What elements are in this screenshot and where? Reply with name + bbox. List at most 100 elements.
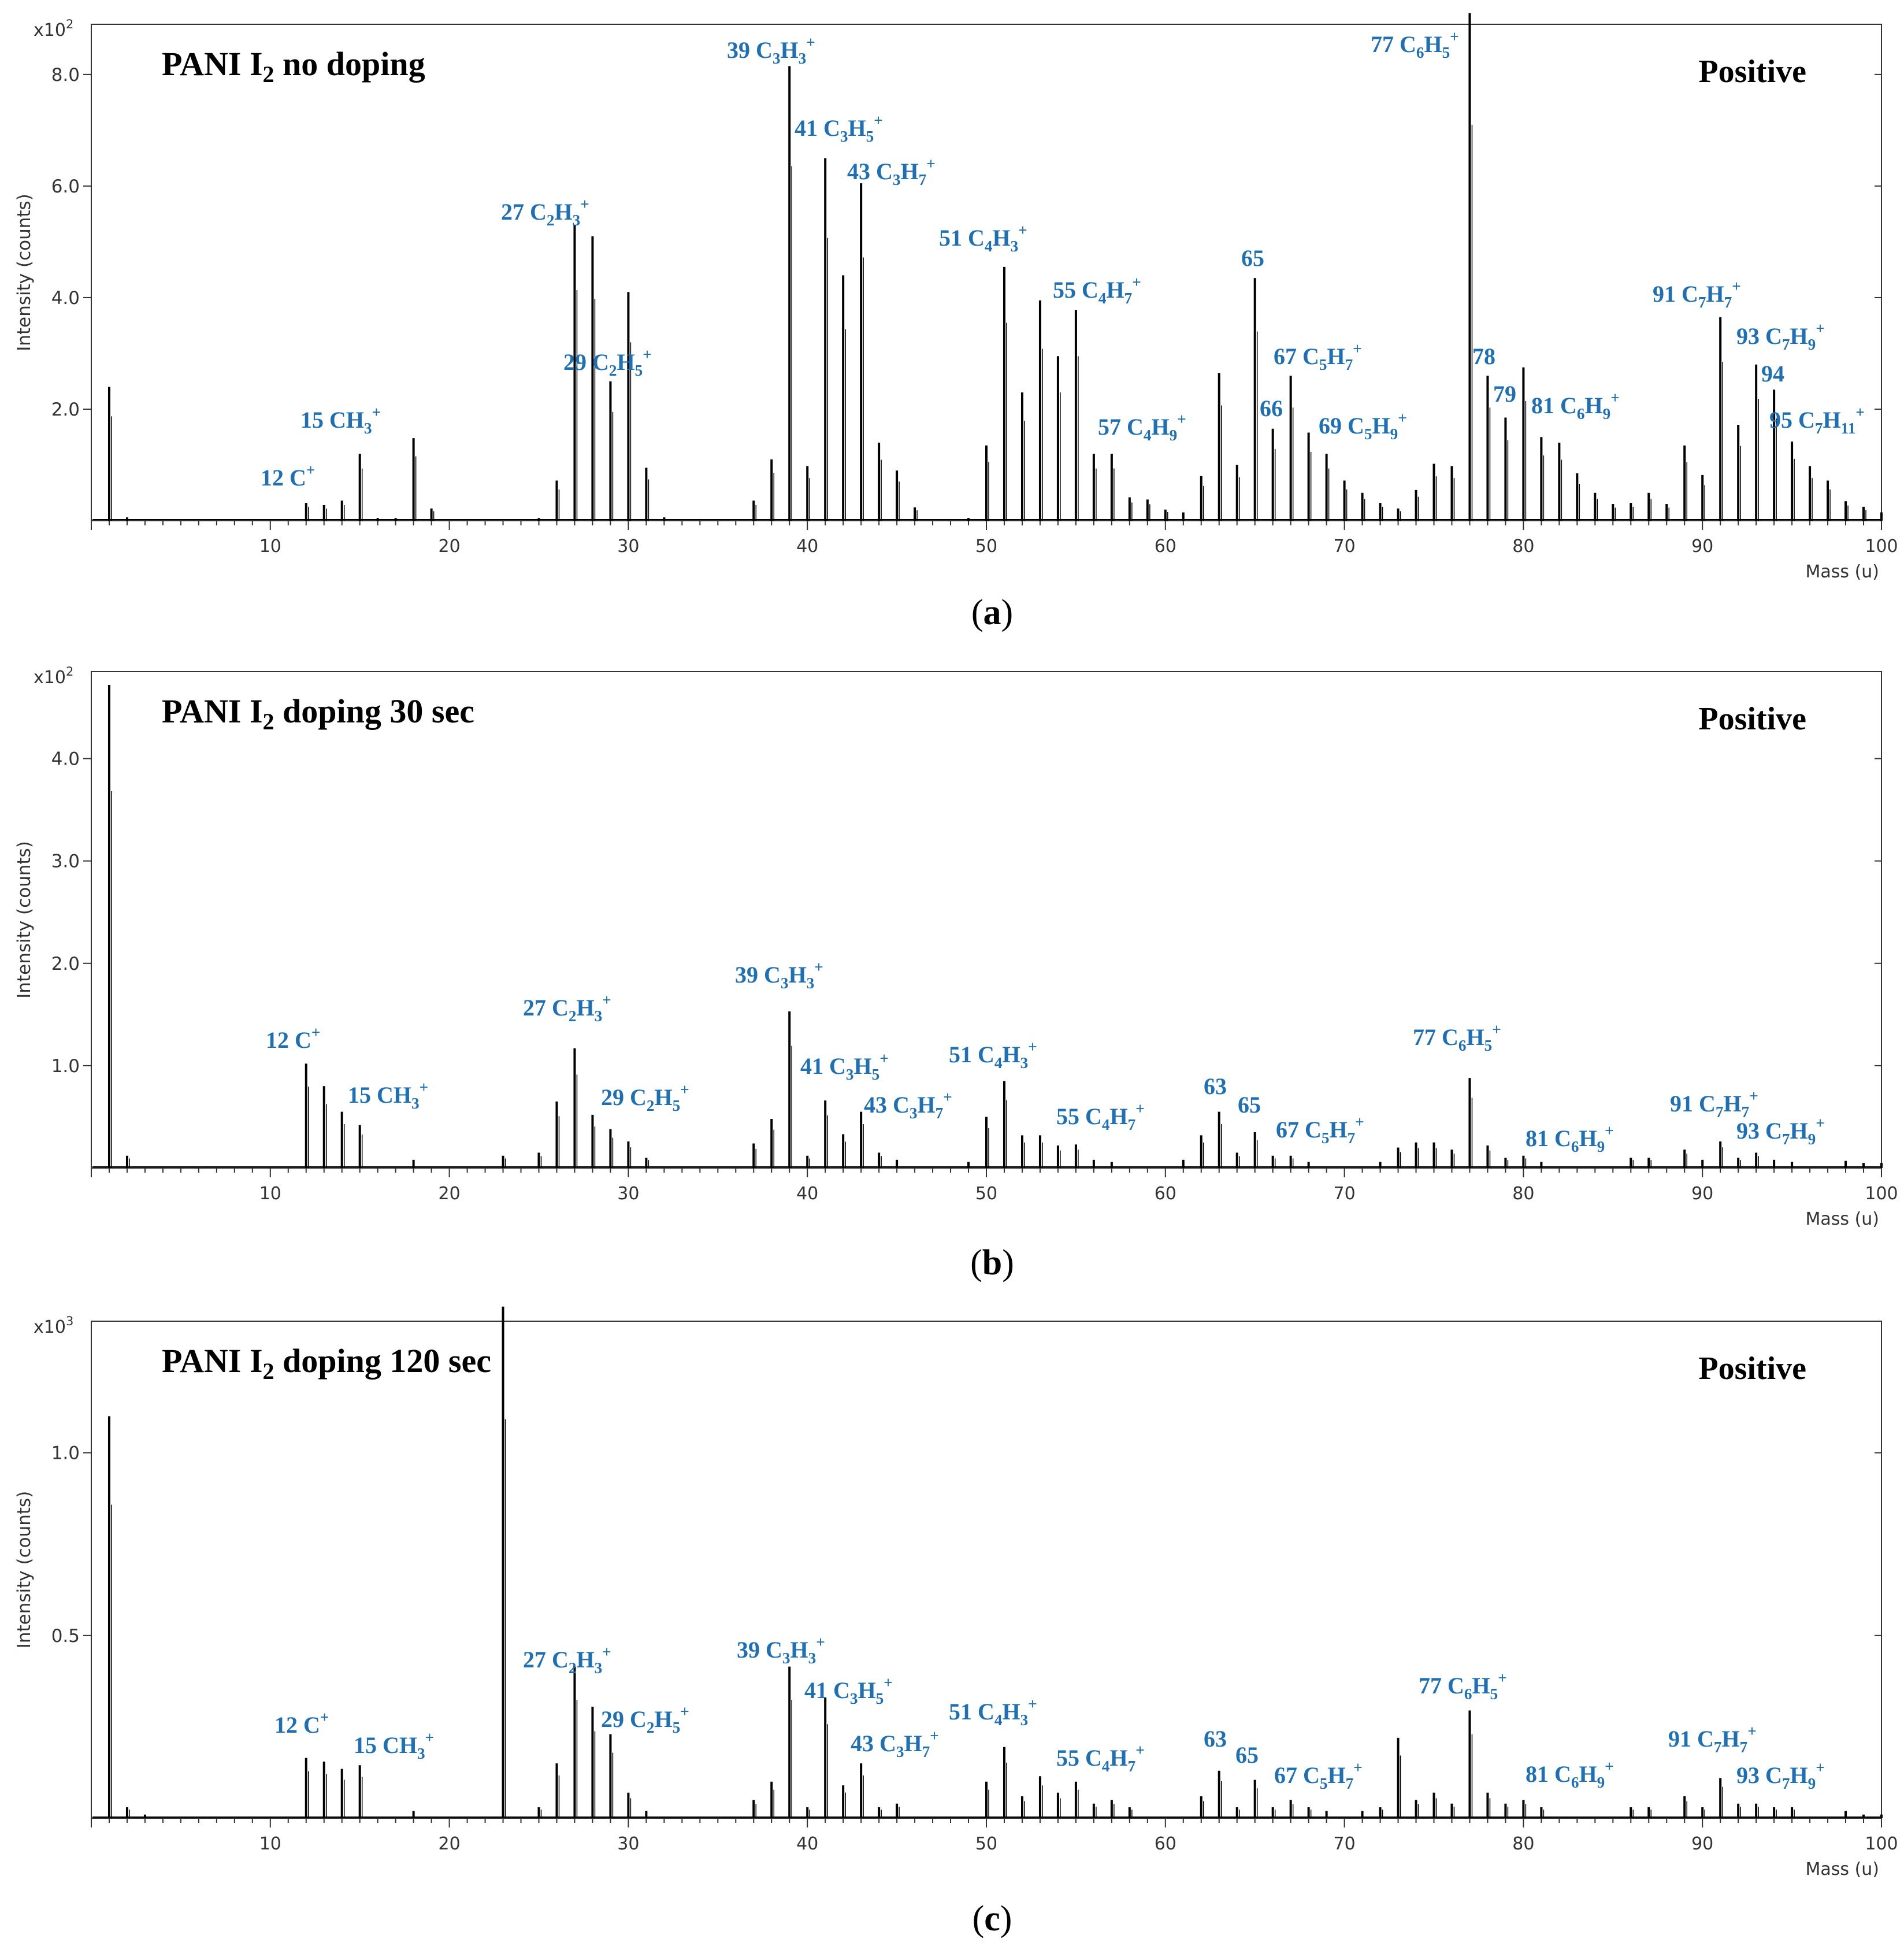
x-tick-label: 80 [1512, 1184, 1534, 1204]
peak-label-15: 15 CH3+ [300, 403, 381, 437]
peak-label-93: 93 C7H9+ [1736, 1759, 1825, 1792]
x-tick-label: 50 [975, 1834, 997, 1854]
x-tick-label: 10 [259, 1834, 281, 1854]
peak-label-94: 94 [1761, 361, 1784, 387]
peak-label-93: 93 C7H9+ [1736, 320, 1825, 353]
peak-label-51: 51 C4H3+ [949, 1695, 1037, 1729]
peak-label-27: 27 C2H3+ [523, 991, 611, 1025]
peak-label-81: 81 C6H9+ [1526, 1758, 1614, 1791]
x-tick-label: 30 [617, 536, 639, 557]
peak-label-29: 29 C2H5+ [563, 346, 652, 379]
peak-label-39: 39 C3H3+ [737, 1633, 825, 1667]
peak-label-69: 69 C5H9+ [1319, 409, 1407, 443]
panel-caption: (c) [973, 1899, 1012, 1938]
peak-label-41: 41 C3H5+ [795, 112, 883, 145]
peak-label-29: 29 C2H5+ [601, 1703, 689, 1736]
x-tick-label: 40 [796, 1834, 818, 1854]
peak-label-91: 91 C7H7+ [1670, 1087, 1758, 1121]
x-tick-label: 70 [1334, 536, 1356, 557]
spectrum-panel-b: 10 20 30 40 50 60 70 80 90 100 1.0 2.0 3.0 4.0 x102 Int… [14, 665, 1898, 1229]
x-tick-label: 30 [617, 1834, 639, 1854]
peak-label-93: 93 C7H9+ [1736, 1114, 1825, 1148]
peak-label-12: 12 C+ [274, 1708, 329, 1738]
x-tick-label: 60 [1155, 1184, 1176, 1204]
peak-label-63: 63 [1204, 1726, 1227, 1752]
y-axis-label: Intensity (counts) [14, 841, 35, 999]
x-tick-label: 90 [1691, 1834, 1713, 1854]
peak-label-67: 67 C5H7+ [1276, 1113, 1364, 1147]
y-exponent-label: x102 [34, 665, 73, 688]
peak-label-43: 43 C3H7+ [864, 1088, 952, 1122]
peak-label-78: 78 [1472, 343, 1495, 369]
peak-label-77: 77 C6H5+ [1371, 28, 1459, 61]
peak-label-67: 67 C5H7+ [1274, 1759, 1363, 1792]
peak-label-55: 55 C4H7+ [1056, 1741, 1145, 1775]
y-tick-label: 0.5 [51, 1626, 80, 1647]
x-tick-label: 40 [796, 536, 818, 557]
y-tick-label: 3.0 [51, 851, 80, 872]
y-tick-label: 4.0 [51, 749, 80, 770]
peak-label-81: 81 C6H9+ [1531, 389, 1620, 422]
x-tick-label: 100 [1865, 536, 1898, 557]
x-tick-label: 90 [1691, 1184, 1713, 1204]
peak-label-65: 65 [1241, 245, 1264, 271]
panel-title: PANI I2 doping 120 sec [162, 1342, 491, 1384]
polarity-label: Positive [1698, 701, 1806, 737]
peak-label-77: 77 C6H5+ [1413, 1021, 1501, 1054]
polarity-label: Positive [1698, 54, 1806, 90]
peak-label-15: 15 CH3+ [354, 1729, 434, 1762]
x-axis-label: Mass (u) [1806, 1209, 1880, 1229]
peak-label-79: 79 [1493, 381, 1516, 407]
peak-label-51: 51 C4H3+ [949, 1038, 1037, 1072]
peak-label-67: 67 C5H7+ [1274, 340, 1362, 373]
x-tick-label: 40 [796, 1184, 818, 1204]
x-tick-label: 10 [259, 1184, 281, 1204]
peak-label-65: 65 [1238, 1092, 1261, 1118]
x-tick-label: 50 [975, 1184, 997, 1204]
x-tick-label: 20 [439, 536, 461, 557]
y-exponent-label: x102 [34, 17, 73, 40]
peak-label-95: 95 C7H11+ [1769, 403, 1865, 437]
peak-label-43: 43 C3H7+ [851, 1727, 939, 1760]
y-tick-label: 1.0 [51, 1056, 80, 1077]
x-tick-label: 30 [617, 1184, 639, 1204]
y-axis-label: Intensity (counts) [14, 194, 35, 351]
spectrum-panel-a: 10 20 30 40 50 60 70 80 90 100 2.0 4.0 6.0 8.0 x102 Int… [14, 13, 1898, 582]
peak-label-12: 12 C+ [266, 1024, 320, 1053]
spectrum-panel-c: 10 20 30 40 50 60 70 80 90 100 0.5 1.0 x103 Intensity… [14, 1306, 1898, 1879]
x-tick-label: 80 [1512, 536, 1534, 557]
polarity-label: Positive [1698, 1351, 1806, 1386]
peak-label-55: 55 C4H7+ [1056, 1100, 1145, 1133]
peak-label-29: 29 C2H5+ [601, 1081, 689, 1114]
x-tick-label: 70 [1334, 1834, 1356, 1854]
x-tick-label: 10 [259, 536, 281, 557]
x-axis-label: Mass (u) [1806, 1859, 1880, 1879]
x-tick-label: 20 [439, 1834, 461, 1854]
peak-label-63: 63 [1204, 1073, 1227, 1099]
x-tick-label: 60 [1155, 536, 1176, 557]
x-tick-label: 20 [439, 1184, 461, 1204]
peak-label-15: 15 CH3+ [348, 1078, 428, 1112]
peak-label-91: 91 C7H7+ [1668, 1722, 1757, 1756]
y-axis-label: Intensity (counts) [14, 1491, 35, 1649]
peak-label-41: 41 C3H5+ [800, 1050, 889, 1083]
x-axis-label: Mass (u) [1806, 562, 1880, 582]
peak-label-65: 65 [1235, 1742, 1259, 1768]
peak-label-27: 27 C2H3+ [501, 195, 589, 229]
y-tick-label: 8.0 [51, 65, 80, 86]
peak-label-39: 39 C3H3+ [727, 34, 815, 67]
x-tick-label: 50 [975, 536, 997, 557]
peak-label-43: 43 C3H7+ [847, 155, 936, 188]
y-tick-label: 2.0 [51, 954, 80, 974]
peak-label-91: 91 C7H7+ [1653, 277, 1741, 311]
peak-label-66: 66 [1260, 395, 1283, 421]
peak-label-81: 81 C6H9+ [1526, 1122, 1614, 1155]
peak-label-51: 51 C4H3+ [939, 221, 1027, 255]
x-tick-label: 90 [1691, 536, 1713, 557]
peak-label-39: 39 C3H3+ [735, 958, 823, 992]
x-tick-label: 100 [1865, 1184, 1898, 1204]
peak-label-55: 55 C4H7+ [1053, 273, 1141, 307]
peak-label-57: 57 C4H9+ [1098, 410, 1186, 444]
y-exponent-label: x103 [34, 1314, 73, 1337]
peak-label-41: 41 C3H5+ [804, 1674, 893, 1707]
